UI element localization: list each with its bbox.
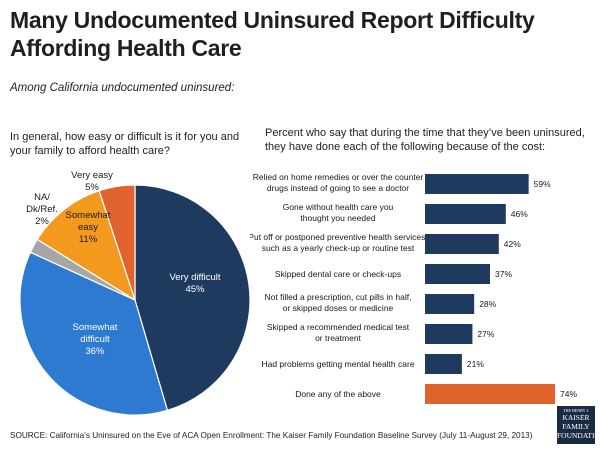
bar-value-7: 21% — [467, 359, 484, 369]
page-title: Many Undocumented Uninsured Report Diffi… — [10, 7, 535, 61]
logo-line1: KAISER — [562, 413, 590, 422]
bar-label-6: Skipped a recommended medical test or tre… — [267, 322, 410, 343]
pie-slice-somewhat-difficult — [19, 251, 169, 416]
bar-1 — [425, 174, 529, 194]
bar-7 — [425, 354, 462, 374]
subtitle: Among California undocumented uninsured: — [10, 82, 235, 94]
pie-label-somewhat-easy: Somewhat easy 11% — [66, 210, 111, 245]
bar-8 — [425, 384, 555, 404]
bar-value-5: 28% — [479, 299, 496, 309]
bar-label-8: Done any of the above — [295, 389, 381, 399]
kff-logo: THE HENRY J. KAISER FAMILY FOUNDATION — [557, 406, 600, 444]
bar-6 — [425, 324, 473, 344]
bar-value-4: 37% — [495, 269, 512, 279]
pie-slice-very-difficult — [134, 184, 250, 412]
bar-3 — [425, 234, 499, 254]
bar-label-2: Gone without health care you thought you … — [283, 202, 394, 223]
pie-label-na-dk-ref: NA/Dk/Ref. 2% — [26, 192, 58, 227]
bar-label-4: Skipped dental care or check-ups — [275, 269, 401, 279]
bar-value-3: 42% — [504, 239, 521, 249]
bar-4 — [425, 264, 490, 284]
logo-line0: THE HENRY J. — [563, 408, 589, 413]
pie-label-somewhat-difficult: Somewhat difficult 36% — [73, 322, 118, 357]
logo-line2: FAMILY — [562, 422, 590, 431]
pie-slice-very-easy — [98, 184, 136, 301]
bar-value-6: 27% — [477, 329, 494, 339]
logo-line3: FOUNDATION — [557, 431, 600, 440]
bar-2 — [425, 204, 506, 224]
pie-label-very-easy: Very easy 5% — [71, 170, 113, 193]
pie-label-very-difficult: Very difficult 45% — [169, 272, 220, 295]
affordability-pie-chart: Very difficult 45% Somewhat difficult 36% NA/… — [19, 170, 250, 416]
bar-5 — [425, 294, 475, 314]
pie-slice-somewhat-easy — [36, 189, 137, 302]
bar-label-7: Had problems getting mental health care — [261, 359, 414, 369]
bar-question: Percent who say that during the time tha… — [265, 127, 585, 153]
cost-actions-bar-chart: Relied on home remedies or over the coun… — [250, 172, 577, 404]
bar-value-8: 74% — [560, 389, 577, 399]
pie-question: In general, how easy or difficult is it … — [10, 131, 240, 157]
bar-label-3: Put off or postponed preventive health s… — [250, 232, 428, 253]
bar-label-5: Not filled a prescription, cut pills in … — [265, 292, 412, 313]
bar-label-1: Relied on home remedies or over the coun… — [253, 172, 424, 193]
bar-value-1: 59% — [534, 179, 551, 189]
bar-value-2: 46% — [511, 209, 528, 219]
source-note: SOURCE: California’s Uninsured on the Ev… — [10, 431, 533, 440]
